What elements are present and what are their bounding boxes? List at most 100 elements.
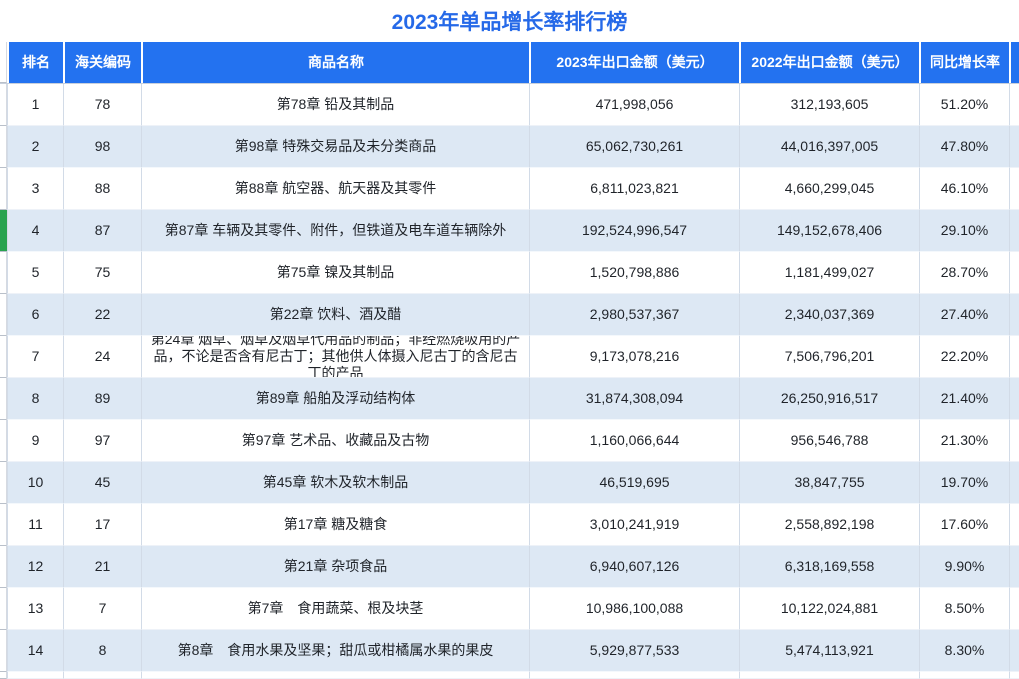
cell-growth-rate[interactable]: 28.70% [919, 252, 1009, 294]
cell-growth-rate[interactable]: 27.40% [919, 294, 1009, 336]
cell-rank[interactable] [7, 672, 63, 679]
cell-amount-2023[interactable]: 46,519,695 [529, 462, 739, 504]
cell-customs-code[interactable]: 7 [63, 588, 141, 630]
cell-product-name[interactable]: 第24章 烟草、烟草及烟草代用品的制品；非经燃烧吸用的产品，不论是否含有尼古丁；… [141, 336, 529, 378]
cell-customs-code[interactable]: 98 [63, 126, 141, 168]
cell-customs-code[interactable]: 24 [63, 336, 141, 378]
cell-customs-code[interactable]: 17 [63, 504, 141, 546]
cell-customs-code[interactable]: 21 [63, 546, 141, 588]
cell-growth-rate[interactable]: 8.30% [919, 630, 1009, 672]
cell-amount-2023[interactable]: 471,998,056 [529, 84, 739, 126]
cell-amount-2022[interactable]: 2,340,037,369 [739, 294, 919, 336]
cell-customs-code[interactable]: 45 [63, 462, 141, 504]
cell-amount-2023[interactable]: 192,524,996,547 [529, 210, 739, 252]
cell-product-name[interactable]: 第78章 铅及其制品 [141, 84, 529, 126]
cell-rank[interactable]: 6 [7, 294, 63, 336]
cell-customs-code[interactable]: 89 [63, 378, 141, 420]
cell-amount-2023[interactable]: 10,986,100,088 [529, 588, 739, 630]
cell-amount-2022[interactable]: 26,250,916,517 [739, 378, 919, 420]
cell-customs-code[interactable]: 75 [63, 252, 141, 294]
cell-amount-2023[interactable]: 2,980,537,367 [529, 294, 739, 336]
cell-growth-rate[interactable]: 51.20% [919, 84, 1009, 126]
cell-customs-code[interactable]: 97 [63, 420, 141, 462]
cell-growth-rate[interactable]: 22.20% [919, 336, 1009, 378]
cell-rank[interactable]: 5 [7, 252, 63, 294]
cell-product-name[interactable]: 第22章 饮料、酒及醋 [141, 294, 529, 336]
cell-amount-2023[interactable]: 31,874,308,094 [529, 378, 739, 420]
overflow-column [1009, 294, 1019, 336]
cell-rank[interactable]: 1 [7, 84, 63, 126]
cell-growth-rate[interactable]: 9.90% [919, 546, 1009, 588]
cell-growth-rate[interactable]: 17.60% [919, 504, 1009, 546]
cell-product-name[interactable]: 第8章 食用水果及坚果；甜瓜或柑橘属水果的果皮 [141, 630, 529, 672]
cell-customs-code[interactable] [63, 672, 141, 679]
cell-amount-2023[interactable]: 5,929,877,533 [529, 630, 739, 672]
header-amount-2023[interactable]: 2023年出口金额（美元） [529, 42, 739, 83]
cell-customs-code[interactable]: 78 [63, 84, 141, 126]
cell-customs-code[interactable]: 22 [63, 294, 141, 336]
cell-product-name[interactable]: 第7章 食用蔬菜、根及块茎 [141, 588, 529, 630]
table-row: 5 75 第75章 镍及其制品 1,520,798,886 1,181,499,027 2… [0, 252, 1019, 294]
cell-rank[interactable]: 14 [7, 630, 63, 672]
cell-amount-2022[interactable] [739, 672, 919, 679]
cell-rank[interactable]: 13 [7, 588, 63, 630]
cell-rank[interactable]: 9 [7, 420, 63, 462]
cell-amount-2022[interactable]: 10,122,024,881 [739, 588, 919, 630]
cell-product-name[interactable]: 第97章 艺术品、收藏品及古物 [141, 420, 529, 462]
cell-growth-rate[interactable]: 47.80% [919, 126, 1009, 168]
header-product-name[interactable]: 商品名称 [141, 42, 529, 83]
cell-amount-2022[interactable]: 6,318,169,558 [739, 546, 919, 588]
header-growth-rate[interactable]: 同比增长率 [919, 42, 1009, 83]
cell-product-name[interactable] [141, 672, 529, 679]
cell-growth-rate[interactable]: 29.10% [919, 210, 1009, 252]
cell-growth-rate[interactable]: 21.30% [919, 420, 1009, 462]
cell-amount-2023[interactable]: 9,173,078,216 [529, 336, 739, 378]
cell-amount-2023[interactable]: 65,062,730,261 [529, 126, 739, 168]
cell-amount-2023[interactable]: 3,010,241,919 [529, 504, 739, 546]
cell-rank[interactable]: 12 [7, 546, 63, 588]
cell-product-name[interactable]: 第98章 特殊交易品及未分类商品 [141, 126, 529, 168]
cell-rank[interactable]: 10 [7, 462, 63, 504]
cell-growth-rate[interactable]: 46.10% [919, 168, 1009, 210]
header-amount-2022[interactable]: 2022年出口金额（美元） [739, 42, 919, 83]
cell-rank[interactable]: 2 [7, 126, 63, 168]
header-customs-code[interactable]: 海关编码 [63, 42, 141, 83]
cell-amount-2022[interactable]: 956,546,788 [739, 420, 919, 462]
cell-growth-rate[interactable]: 19.70% [919, 462, 1009, 504]
cell-rank[interactable]: 3 [7, 168, 63, 210]
table-row: 8 89 第89章 船舶及浮动结构体 31,874,308,094 26,250,916… [0, 378, 1019, 420]
cell-amount-2022[interactable]: 5,474,113,921 [739, 630, 919, 672]
cell-amount-2022[interactable]: 2,558,892,198 [739, 504, 919, 546]
cell-amount-2022[interactable]: 1,181,499,027 [739, 252, 919, 294]
cell-product-name[interactable]: 第45章 软木及软木制品 [141, 462, 529, 504]
cell-amount-2023[interactable]: 1,520,798,886 [529, 252, 739, 294]
cell-product-name[interactable]: 第89章 船舶及浮动结构体 [141, 378, 529, 420]
cell-amount-2022[interactable]: 312,193,605 [739, 84, 919, 126]
cell-product-name[interactable]: 第88章 航空器、航天器及其零件 [141, 168, 529, 210]
cell-amount-2023[interactable]: 6,811,023,821 [529, 168, 739, 210]
cell-amount-2022[interactable]: 44,016,397,005 [739, 126, 919, 168]
cell-growth-rate[interactable]: 8.50% [919, 588, 1009, 630]
cell-customs-code[interactable]: 87 [63, 210, 141, 252]
cell-amount-2022[interactable]: 4,660,299,045 [739, 168, 919, 210]
table-row: 10 45 第45章 软木及软木制品 46,519,695 38,847,755 19.7… [0, 462, 1019, 504]
cell-customs-code[interactable]: 88 [63, 168, 141, 210]
cell-amount-2023[interactable]: 6,940,607,126 [529, 546, 739, 588]
cell-amount-2023[interactable]: 1,160,066,644 [529, 420, 739, 462]
cell-amount-2022[interactable]: 7,506,796,201 [739, 336, 919, 378]
cell-growth-rate[interactable] [919, 672, 1009, 679]
header-rank[interactable]: 排名 [7, 42, 63, 83]
cell-customs-code[interactable]: 8 [63, 630, 141, 672]
cell-rank[interactable]: 4 [7, 210, 63, 252]
cell-rank[interactable]: 7 [7, 336, 63, 378]
cell-growth-rate[interactable]: 21.40% [919, 378, 1009, 420]
cell-amount-2023[interactable] [529, 672, 739, 679]
cell-amount-2022[interactable]: 149,152,678,406 [739, 210, 919, 252]
cell-amount-2022[interactable]: 38,847,755 [739, 462, 919, 504]
cell-rank[interactable]: 8 [7, 378, 63, 420]
cell-product-name[interactable]: 第87章 车辆及其零件、附件，但铁道及电车道车辆除外 [141, 210, 529, 252]
cell-product-name[interactable]: 第75章 镍及其制品 [141, 252, 529, 294]
cell-product-name[interactable]: 第17章 糖及糖食 [141, 504, 529, 546]
cell-rank[interactable]: 11 [7, 504, 63, 546]
cell-product-name[interactable]: 第21章 杂项食品 [141, 546, 529, 588]
